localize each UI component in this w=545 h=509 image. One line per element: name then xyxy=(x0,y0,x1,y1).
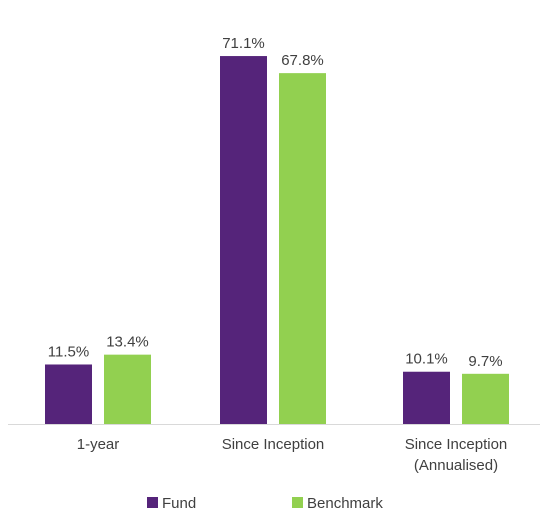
x-tick-label-2-1: (Annualised) xyxy=(414,457,498,474)
legend-label-fund: Fund xyxy=(162,495,196,509)
data-label-fund-0: 11.5% xyxy=(48,343,89,360)
bars-group xyxy=(45,56,509,425)
bar-fund-0 xyxy=(45,364,92,424)
x-tick-label-1-0: Since Inception xyxy=(222,436,325,453)
legend-label-benchmark: Benchmark xyxy=(307,495,383,509)
bar-fund-1 xyxy=(220,56,267,425)
legend-swatch-fund xyxy=(147,497,158,508)
bar-benchmark-2 xyxy=(462,373,509,424)
x-tick-label-2-0: Since Inception xyxy=(405,436,508,453)
data-label-fund-1: 71.1% xyxy=(222,35,265,52)
x-tick-label-0-0: 1-year xyxy=(77,436,120,453)
data-label-benchmark-1: 67.8% xyxy=(281,52,324,69)
bar-fund-2 xyxy=(403,371,450,424)
data-label-benchmark-0: 13.4% xyxy=(106,334,149,351)
bar-benchmark-1 xyxy=(279,73,326,424)
data-label-benchmark-2: 9.7% xyxy=(468,353,502,370)
legend-swatch-benchmark xyxy=(292,497,303,508)
bar-benchmark-0 xyxy=(104,354,151,424)
legend: Fund Benchmark xyxy=(147,495,383,509)
x-tick-labels-group: 1-year Since Inception Since Inception (Ann… xyxy=(77,436,508,474)
data-label-fund-2: 10.1% xyxy=(405,351,448,368)
data-labels-group: 11.5% 13.4% 71.1% 67.8% 10.1% 9.7% xyxy=(48,35,503,370)
